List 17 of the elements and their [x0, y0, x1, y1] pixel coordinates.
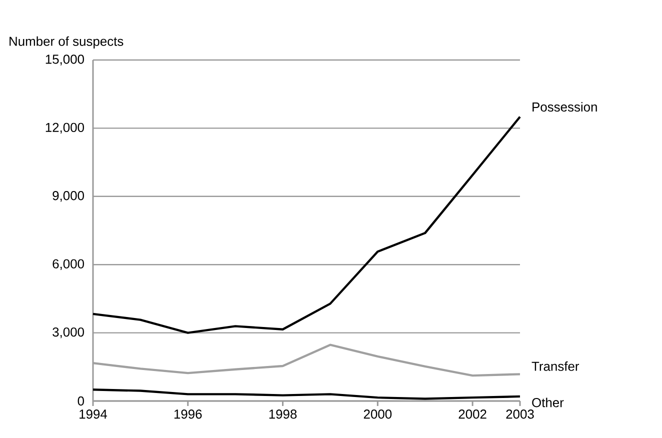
- x-tick-label: 1996: [174, 410, 202, 419]
- y-tick-label: 6,000: [52, 259, 84, 270]
- x-tick-label: 2000: [364, 410, 392, 419]
- y-tick-label: 9,000: [52, 191, 84, 202]
- series-label: Transfer: [532, 361, 580, 371]
- x-tick-label: 2003: [506, 410, 534, 419]
- y-tick-label: 12,000: [46, 122, 84, 134]
- series-label: Other: [532, 398, 564, 408]
- y-tick-label: 0: [78, 396, 84, 406]
- line-series: [92, 116, 522, 334]
- series-label: Possession: [532, 102, 597, 112]
- y-tick-label: 3,000: [52, 327, 84, 338]
- x-tick-label: 1994: [80, 410, 108, 419]
- x-tick-label: 2002: [458, 410, 486, 419]
- y-tick-label: 15,000: [46, 54, 84, 66]
- x-tick-label: 1998: [269, 410, 297, 419]
- y-axis-title: Number of suspects: [10, 36, 124, 48]
